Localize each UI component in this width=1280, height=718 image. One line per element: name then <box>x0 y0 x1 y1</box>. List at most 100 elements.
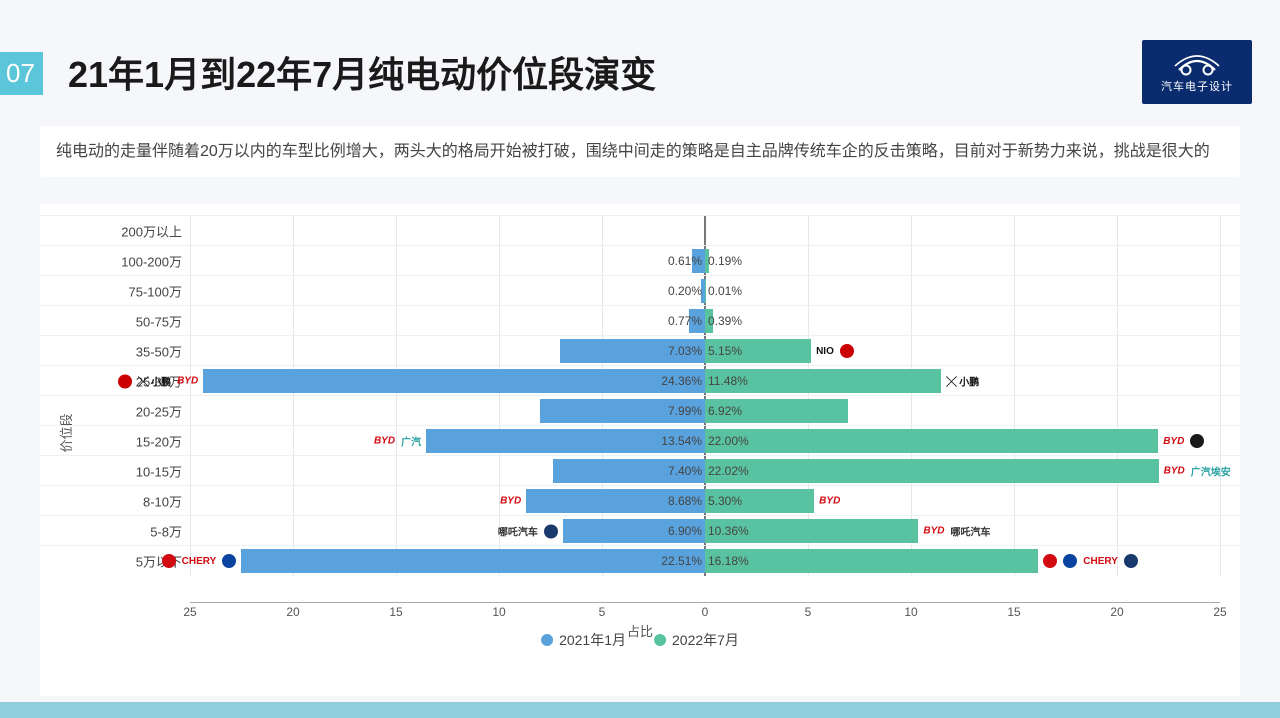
brand-logo-small: CHERY <box>1082 556 1119 567</box>
category-label: 200万以上 <box>74 222 182 241</box>
brand-logo-small: BYD <box>1163 466 1186 477</box>
x-tick: 20 <box>286 605 299 619</box>
value-label: 5.15% <box>705 344 742 358</box>
grid-line <box>1220 216 1221 576</box>
brand-group-left: BYD 广汽 <box>373 434 422 449</box>
brand-group-right: CHERY <box>1042 554 1139 568</box>
brand-logo-small <box>543 524 559 538</box>
brand-group-left: BYD <box>499 496 522 507</box>
x-tick: 10 <box>904 605 917 619</box>
brand-logo-small <box>1062 554 1078 568</box>
value-label: 22.00% <box>705 434 749 448</box>
legend-item: 2022年7月 <box>654 630 739 650</box>
value-label: 0.61% <box>668 254 705 268</box>
value-label: 11.48% <box>705 374 748 388</box>
value-label: 0.01% <box>705 284 742 298</box>
chart-row: 8-10万8.68%5.30%BYDBYD <box>190 486 1220 516</box>
brand-logo-small: 广汽埃安 <box>1190 464 1232 479</box>
x-axis: 2520151050510152025 <box>190 602 1220 622</box>
value-label: 6.90% <box>668 524 705 538</box>
value-label: 0.77% <box>668 314 705 328</box>
subtitle-text: 纯电动的走量伴随着20万以内的车型比例增大，两头大的格局开始被打破，围绕中间走的… <box>40 126 1240 177</box>
x-tick: 10 <box>492 605 505 619</box>
chart-container: 价位段 200万以上100-200万0.61%0.19%75-100万0.20%… <box>40 204 1240 696</box>
value-label: 5.30% <box>705 494 742 508</box>
brand-logo-small <box>1042 554 1058 568</box>
x-tick: 25 <box>183 605 196 619</box>
value-label: 0.20% <box>668 284 705 298</box>
x-tick: 25 <box>1213 605 1226 619</box>
category-label: 5-8万 <box>74 522 182 541</box>
category-label: 8-10万 <box>74 492 182 511</box>
brand-logo-small: BYD <box>1162 436 1185 447</box>
value-label: 22.51% <box>661 554 705 568</box>
value-label: 6.92% <box>705 404 742 418</box>
brand-group-right: BYD 广汽埃安 <box>1163 464 1232 479</box>
value-label: 0.39% <box>705 314 742 328</box>
value-label: 10.36% <box>705 524 749 538</box>
chart-row: 25-35万24.36%11.48%╳ 小鹏BYD╳ 小鹏 <box>190 366 1220 396</box>
brand-group-right: ╳ 小鹏 <box>945 374 980 389</box>
brand-logo-small: BYD <box>373 436 396 447</box>
brand-logo-small <box>117 374 133 388</box>
value-label: 8.68% <box>668 494 705 508</box>
chart-row: 75-100万0.20%0.01% <box>190 276 1220 306</box>
value-label: 13.54% <box>661 434 705 448</box>
brand-logo-small <box>221 554 237 568</box>
logo-caption: 汽车电子设计 <box>1161 78 1233 94</box>
brand-logo: 汽车电子设计 <box>1142 40 1252 104</box>
value-label: 16.18% <box>705 554 749 568</box>
x-tick: 15 <box>389 605 402 619</box>
category-label: 75-100万 <box>74 282 182 301</box>
category-label: 50-75万 <box>74 312 182 331</box>
x-tick: 5 <box>599 605 606 619</box>
value-label: 24.36% <box>661 374 705 388</box>
chart-row: 35-50万7.03%5.15%NIO <box>190 336 1220 366</box>
brand-logo-small <box>1189 434 1205 448</box>
brand-logo-small: BYD <box>499 496 522 507</box>
brand-logo-small: 哪吒汽车 <box>497 524 539 539</box>
brand-logo-small <box>161 554 177 568</box>
chart-row: 20-25万7.99%6.92% <box>190 396 1220 426</box>
legend-label: 2021年1月 <box>559 630 626 650</box>
brand-group-right: BYD <box>1162 434 1205 448</box>
page-title: 21年1月到22年7月纯电动价位段演变 <box>68 46 656 98</box>
brand-logo-small: CHERY <box>181 556 218 567</box>
brand-logo-small: ╳ 小鹏 <box>137 374 172 389</box>
brand-logo-small <box>1123 554 1139 568</box>
y-axis-label: 价位段 <box>56 413 75 452</box>
value-label: 7.40% <box>668 464 705 478</box>
category-label: 20-25万 <box>74 402 182 421</box>
value-label: 7.99% <box>668 404 705 418</box>
chart-row: 5-8万6.90%10.36%哪吒汽车BYD哪吒汽车 <box>190 516 1220 546</box>
footer-strip <box>0 702 1280 718</box>
page-number-badge: 07 <box>0 52 43 95</box>
value-label: 22.02% <box>705 464 749 478</box>
brand-logo-small: 广汽 <box>400 434 422 449</box>
x-tick: 5 <box>805 605 812 619</box>
chart-row: 50-75万0.77%0.39% <box>190 306 1220 336</box>
bar-right <box>705 429 1158 453</box>
x-tick: 15 <box>1007 605 1020 619</box>
brand-group-right: BYD <box>818 496 841 507</box>
brand-logo-small: BYD <box>818 496 841 507</box>
bar-left <box>241 549 705 573</box>
chart-legend: 2021年1月 2022年7月 <box>541 630 739 650</box>
chart-row: 5万以下22.51%16.18%CHERYCHERY <box>190 546 1220 576</box>
brand-logo-small: ╳ 小鹏 <box>945 374 980 389</box>
brand-logo-small <box>839 344 855 358</box>
legend-label: 2022年7月 <box>672 630 739 650</box>
value-label: 7.03% <box>668 344 705 358</box>
x-tick: 20 <box>1110 605 1123 619</box>
brand-group-right: BYD哪吒汽车 <box>922 524 991 539</box>
x-tick: 0 <box>702 605 709 619</box>
category-label: 15-20万 <box>74 432 182 451</box>
chart-plot-area: 200万以上100-200万0.61%0.19%75-100万0.20%0.01… <box>190 216 1220 576</box>
bar-right <box>705 549 1038 573</box>
chart-row: 15-20万13.54%22.00%BYD广汽BYD <box>190 426 1220 456</box>
brand-logo-small: BYD <box>176 376 199 387</box>
brand-logo-small: NIO <box>815 346 835 357</box>
chart-row: 10-15万7.40%22.02%BYD广汽埃安 <box>190 456 1220 486</box>
chart-row: 100-200万0.61%0.19% <box>190 246 1220 276</box>
value-label: 0.19% <box>705 254 742 268</box>
